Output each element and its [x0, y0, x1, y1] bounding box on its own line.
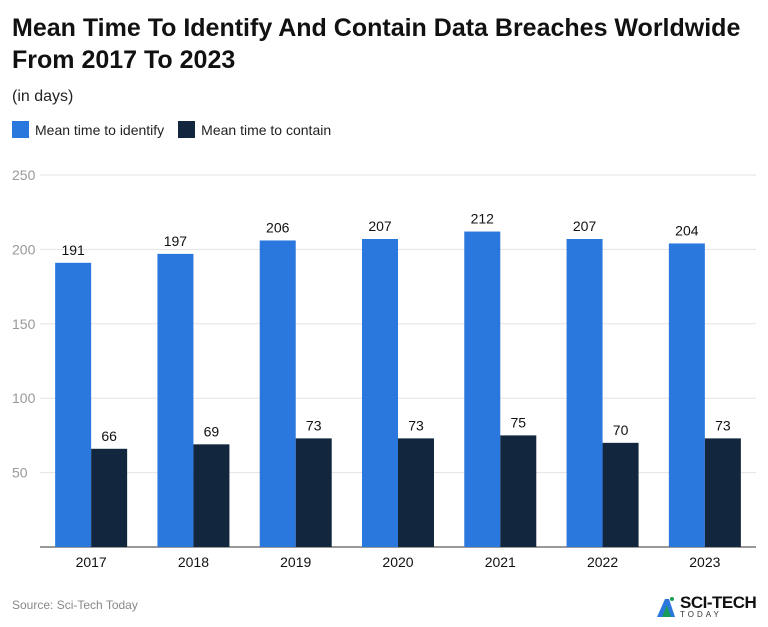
- y-tick-label: 50: [12, 465, 28, 481]
- data-label: 73: [408, 417, 424, 433]
- data-label: 66: [101, 428, 117, 444]
- data-label: 73: [715, 417, 731, 433]
- chart-title: Mean Time To Identify And Contain Data B…: [12, 14, 741, 74]
- data-label: 191: [61, 242, 85, 258]
- legend-swatch-identify: [12, 121, 29, 138]
- data-label: 69: [204, 423, 220, 439]
- x-tick-label: 2021: [485, 554, 516, 570]
- bar-identify: [668, 243, 705, 547]
- legend-item-contain: Mean time to contain: [178, 121, 331, 138]
- y-tick-label: 250: [12, 167, 36, 183]
- bar-identify: [55, 262, 92, 547]
- logo-name: SCI-TECH: [680, 593, 757, 612]
- y-tick-label: 150: [12, 316, 36, 332]
- x-tick-label: 2020: [382, 554, 413, 570]
- x-tick-label: 2022: [587, 554, 618, 570]
- bar-identify: [259, 240, 296, 548]
- bar-identify: [157, 253, 194, 547]
- data-label: 204: [675, 222, 699, 238]
- data-label: 73: [306, 417, 322, 433]
- sci-tech-logo: SCI-TECH TODAY: [655, 593, 757, 619]
- data-label: 197: [164, 233, 188, 249]
- bar-chart: 50 100 150 200 250 191 66 2017 197 69 2018 206 73 201…: [12, 167, 756, 570]
- legend: Mean time to identify Mean time to conta…: [12, 121, 331, 138]
- bar-contain: [295, 438, 332, 547]
- data-label: 206: [266, 219, 290, 235]
- legend-item-identify: Mean time to identify: [12, 121, 164, 138]
- y-tick-label: 100: [12, 390, 36, 406]
- x-tick-label: 2023: [689, 554, 720, 570]
- bar-contain: [193, 444, 230, 547]
- bar-contain: [398, 438, 434, 547]
- x-tick-label: 2018: [178, 554, 209, 570]
- legend-label-contain: Mean time to contain: [201, 121, 332, 138]
- chart-subtitle: (in days): [12, 88, 74, 105]
- bar-contain: [602, 442, 639, 547]
- source-note: Source: Sci-Tech Today: [12, 598, 138, 612]
- bar-identify: [464, 231, 501, 547]
- bar-contain: [500, 435, 537, 547]
- data-label: 75: [510, 414, 526, 430]
- data-label: 207: [368, 218, 392, 234]
- data-label: 70: [613, 422, 629, 438]
- bar-identify: [566, 238, 603, 547]
- data-label: 207: [573, 218, 597, 234]
- data-label: 212: [471, 211, 495, 227]
- bar-contain: [704, 438, 741, 547]
- x-tick-label: 2017: [76, 554, 107, 570]
- legend-swatch-contain: [178, 121, 196, 138]
- legend-label-identify: Mean time to identify: [35, 121, 165, 138]
- logo-flask-icon: [657, 596, 675, 617]
- bar-contain: [91, 448, 128, 547]
- x-tick-label: 2019: [280, 554, 311, 570]
- logo-tagline: TODAY: [680, 610, 722, 619]
- y-tick-label: 200: [12, 241, 36, 257]
- bar-identify: [362, 238, 398, 547]
